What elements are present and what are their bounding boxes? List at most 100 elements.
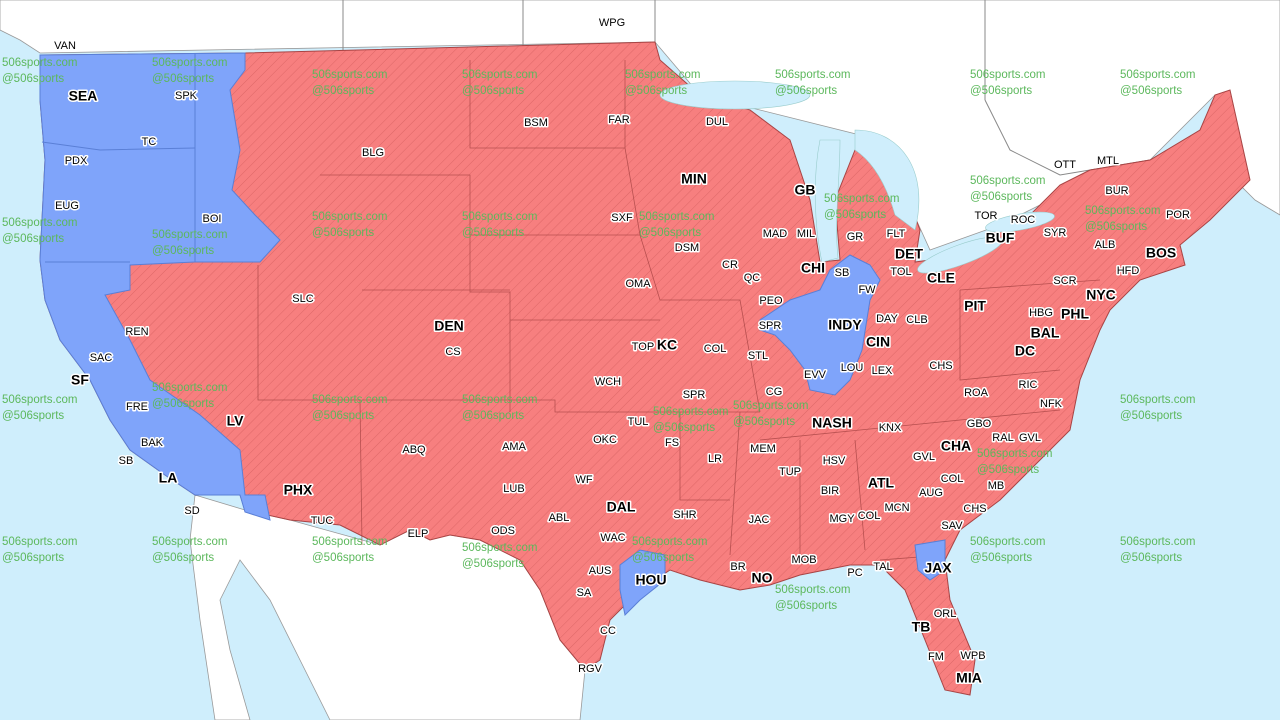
region-blue-houston bbox=[619, 549, 666, 617]
watermark-text: 506sports.com bbox=[775, 69, 850, 81]
city-label-aug: AUG bbox=[919, 487, 943, 499]
city-label-mgy: MGY bbox=[829, 513, 855, 525]
region-blue-indiana bbox=[759, 254, 881, 396]
city-label-wac: WAC bbox=[600, 532, 625, 544]
city-label-cc: CC bbox=[600, 625, 616, 637]
watermark: 506sports.com @506sports bbox=[970, 69, 1045, 97]
city-label-hou: HOU bbox=[635, 572, 666, 588]
watermark-text: 506sports.com bbox=[2, 217, 77, 229]
city-label-min: MIN bbox=[681, 171, 707, 187]
watermark: 506sports.com @506sports bbox=[653, 406, 728, 434]
watermark-text: @506sports bbox=[462, 558, 524, 570]
city-label-jac: JAC bbox=[749, 514, 770, 526]
city-label-cha: CHA bbox=[941, 438, 971, 454]
city-label-den: DEN bbox=[434, 318, 464, 334]
city-label-gr: GR bbox=[847, 231, 864, 243]
watermark-text: @506sports bbox=[639, 227, 701, 239]
watermark-text: @506sports bbox=[2, 233, 64, 245]
watermark: 506sports.com @506sports bbox=[2, 536, 77, 564]
city-label-gb: GB bbox=[795, 182, 816, 198]
watermark-text: 506sports.com bbox=[1085, 205, 1160, 217]
watermark-text: @506sports bbox=[970, 191, 1032, 203]
watermark-text: 506sports.com bbox=[462, 211, 537, 223]
watermark: 506sports.com @506sports bbox=[1120, 536, 1195, 564]
city-label-lv: LV bbox=[227, 413, 245, 429]
city-label-dc: DC bbox=[1015, 343, 1035, 359]
watermark-text: @506sports bbox=[1120, 410, 1182, 422]
city-label-fm: FM bbox=[928, 651, 944, 663]
city-label-ama: AMA bbox=[502, 441, 527, 453]
city-label-cr: CR bbox=[722, 259, 738, 271]
watermark-text: 506sports.com bbox=[824, 193, 899, 205]
watermark: 506sports.com @506sports bbox=[312, 394, 387, 422]
city-label-qc: QC bbox=[744, 272, 761, 284]
city-label-roc: ROC bbox=[1011, 214, 1036, 226]
city-label-mtl: MTL bbox=[1097, 155, 1119, 167]
city-label-bsm: BSM bbox=[524, 117, 548, 129]
city-label-chs: CHS bbox=[929, 360, 952, 372]
watermark: 506sports.com @506sports bbox=[970, 536, 1045, 564]
city-label-sxf: SXF bbox=[611, 212, 633, 224]
watermark-text: @506sports bbox=[653, 422, 715, 434]
city-label-shr: SHR bbox=[673, 509, 696, 521]
watermark-text: 506sports.com bbox=[632, 536, 707, 548]
city-label-mem: MEM bbox=[750, 443, 776, 455]
city-label-sea: SEA bbox=[69, 88, 98, 104]
watermark-text: @506sports bbox=[2, 552, 64, 564]
city-label-hsv: HSV bbox=[823, 455, 846, 467]
watermark: 506sports.com @506sports bbox=[632, 536, 707, 564]
city-label-mia: MIA bbox=[956, 670, 982, 686]
watermark-text: 506sports.com bbox=[733, 400, 808, 412]
city-label-orl: ORL bbox=[934, 608, 957, 620]
watermark-text: 506sports.com bbox=[1120, 69, 1195, 81]
watermarks: 506sports.com @506sports 506sports.com @506… bbox=[2, 57, 1195, 612]
city-label-spr: SPR bbox=[683, 389, 706, 401]
watermark-text: @506sports bbox=[1120, 85, 1182, 97]
city-label-phx: PHX bbox=[284, 482, 313, 498]
watermark-text: 506sports.com bbox=[462, 69, 537, 81]
city-label-wch: WCH bbox=[595, 376, 621, 388]
watermark-text: @506sports bbox=[312, 85, 374, 97]
city-label-lub: LUB bbox=[503, 483, 524, 495]
city-label-no: NO bbox=[752, 570, 773, 586]
city-label-kc: KC bbox=[657, 337, 677, 353]
city-label-br: BR bbox=[730, 561, 745, 573]
great-lakes bbox=[659, 80, 1055, 274]
city-label-wpg: WPG bbox=[599, 17, 625, 29]
city-label-ral: RAL bbox=[992, 432, 1013, 444]
watermark-text: 506sports.com bbox=[312, 211, 387, 223]
watermark: 506sports.com @506sports bbox=[1120, 394, 1195, 422]
watermark-text: 506sports.com bbox=[152, 536, 227, 548]
city-label-indy: INDY bbox=[828, 317, 862, 333]
city-label-bos: BOS bbox=[1146, 245, 1176, 261]
region-blue-jacksonville bbox=[914, 539, 946, 581]
city-label-det: DET bbox=[895, 246, 923, 262]
watermark: 506sports.com @506sports bbox=[312, 211, 387, 239]
city-label-rgv: RGV bbox=[578, 663, 603, 675]
watermark-text: 506sports.com bbox=[152, 382, 227, 394]
city-label-sd: SD bbox=[184, 505, 199, 517]
city-label-ren: REN bbox=[125, 326, 148, 338]
city-label-mcn: MCN bbox=[884, 502, 909, 514]
city-label-gbo: GBO bbox=[967, 418, 992, 430]
city-label-buf: BUF bbox=[986, 230, 1015, 246]
city-label-tc: TC bbox=[142, 136, 157, 148]
city-label-pit: PIT bbox=[964, 298, 986, 314]
watermark-text: @506sports bbox=[462, 227, 524, 239]
watermark: 506sports.com @506sports bbox=[312, 69, 387, 97]
city-label-flt: FLT bbox=[887, 228, 906, 240]
city-label-tal: TAL bbox=[873, 561, 892, 573]
city-label-lou: LOU bbox=[841, 362, 864, 374]
watermark-text: @506sports bbox=[775, 600, 837, 612]
city-label-lr: LR bbox=[708, 453, 722, 465]
city-label-tb: TB bbox=[912, 619, 931, 635]
watermark: 506sports.com @506sports bbox=[2, 57, 77, 85]
city-label-cs: CS bbox=[445, 346, 460, 358]
watermark-text: @506sports bbox=[152, 73, 214, 85]
city-label-abq: ABQ bbox=[402, 444, 426, 456]
city-label-sb: SB bbox=[119, 455, 134, 467]
city-label-sf: SF bbox=[71, 372, 89, 388]
city-label-sb: SB bbox=[835, 267, 850, 279]
city-label-spr: SPR bbox=[759, 320, 782, 332]
